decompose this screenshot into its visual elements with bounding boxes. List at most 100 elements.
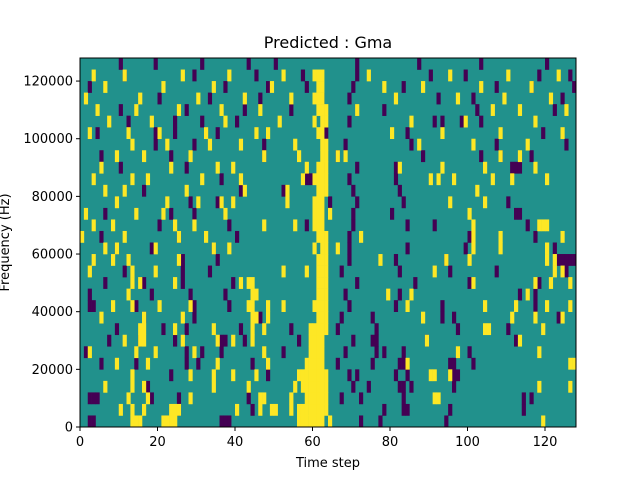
heatmap-cell-high	[192, 346, 197, 359]
heatmap-cell-low	[432, 219, 437, 232]
heatmap-cell-high	[223, 115, 228, 128]
heatmap-cell-low	[463, 242, 468, 255]
heatmap-cell-low	[153, 138, 158, 151]
heatmap-cell-low	[215, 196, 220, 209]
heatmap-cell-high	[517, 334, 523, 347]
heatmap-cell-high	[548, 92, 554, 105]
heatmap-cell-high	[525, 138, 530, 151]
heatmap-cell-high	[537, 346, 542, 359]
heatmap-cell-low	[227, 300, 232, 312]
heatmap-cell-low	[355, 69, 360, 82]
heatmap-cell-high	[145, 392, 151, 405]
heatmap-cell-low	[463, 69, 468, 82]
heatmap-cell-high	[529, 81, 534, 93]
y-tick-label: 0	[65, 421, 73, 436]
heatmap-cell-low	[366, 380, 371, 393]
heatmap-cell-low	[452, 369, 457, 382]
heatmap-cell-high	[320, 334, 325, 347]
heatmap-cell-high	[297, 403, 302, 416]
heatmap-cell-low	[494, 138, 499, 151]
heatmap-cell-low	[215, 127, 220, 140]
heatmap-cell-high	[320, 69, 325, 82]
heatmap-cell-low	[219, 415, 224, 428]
heatmap-cell-high	[165, 138, 170, 151]
heatmap-cell-low	[409, 380, 414, 393]
heatmap-cell-high	[316, 207, 321, 220]
heatmap-cell-low	[397, 357, 402, 370]
heatmap-cell-high	[138, 323, 143, 336]
heatmap-cell-low	[304, 173, 309, 186]
heatmap-cell-high	[219, 104, 224, 116]
heatmap-cell-high	[87, 127, 92, 140]
heatmap-cell-high	[335, 242, 340, 255]
heatmap-cell-low	[215, 254, 220, 266]
heatmap-cell-low	[122, 265, 127, 278]
heatmap-cell-high	[188, 300, 193, 312]
heatmap-cell-low	[517, 288, 523, 301]
heatmap-cell-high	[238, 277, 244, 289]
heatmap-cell-high	[483, 300, 488, 312]
heatmap-cell-high	[312, 115, 317, 128]
heatmap-cell-low	[103, 277, 108, 289]
heatmap-cell-high	[300, 415, 306, 428]
heatmap-cell-low	[351, 81, 356, 93]
heatmap-cell-high	[320, 300, 325, 312]
heatmap-cell-low	[533, 300, 538, 312]
heatmap-cell-high	[142, 403, 147, 416]
heatmap-cell-high	[541, 415, 546, 428]
y-axis-label: Frequency (Hz)	[0, 193, 13, 291]
heatmap-cell-low	[347, 242, 352, 255]
heatmap-cell-low	[514, 334, 519, 347]
heatmap-cell-low	[510, 161, 515, 174]
heatmap-cell-high	[320, 369, 325, 382]
heatmap-cell-high	[556, 69, 561, 82]
heatmap-cell-high	[448, 369, 453, 382]
heatmap-cell-high	[262, 323, 267, 336]
heatmap-cell-low	[370, 311, 375, 324]
heatmap-cell-high	[308, 403, 313, 416]
heatmap-cell-high	[320, 357, 325, 370]
heatmap-cell-high	[138, 415, 143, 428]
heatmap-cell-high	[118, 403, 123, 416]
heatmap-cell-high	[537, 219, 542, 232]
heatmap-cell-high	[266, 127, 271, 140]
heatmap-cell-high	[320, 92, 325, 105]
heatmap-cell-low	[405, 403, 410, 416]
heatmap-cell-high	[254, 369, 259, 382]
heatmap-cell-high	[320, 346, 325, 359]
heatmap-cell-high	[250, 288, 255, 301]
heatmap-cell-low	[537, 69, 542, 82]
heatmap-cell-high	[382, 81, 387, 93]
heatmap-cell-high	[304, 357, 309, 370]
heatmap-cell-high	[320, 230, 325, 243]
heatmap-cell-low	[397, 288, 402, 301]
heatmap-cell-low	[568, 254, 573, 266]
heatmap-cell-high	[169, 415, 174, 428]
heatmap-cell-high	[157, 127, 162, 140]
heatmap-cell-low	[560, 92, 565, 105]
heatmap-cell-high	[223, 207, 228, 220]
heatmap-cell-low	[517, 207, 523, 220]
heatmap-cell-low	[467, 346, 472, 359]
heatmap-cell-high	[258, 104, 263, 116]
heatmap-cell-high	[471, 242, 476, 255]
heatmap-cell-low	[107, 334, 112, 347]
heatmap-cell-low	[324, 127, 329, 140]
heatmap-cell-low	[529, 150, 534, 163]
heatmap-cell-high	[316, 92, 321, 105]
heatmap-cell-high	[130, 173, 135, 186]
heatmap-cell-high	[111, 254, 116, 266]
heatmap-cell-high	[393, 92, 399, 105]
heatmap-cell-high	[266, 300, 271, 312]
heatmap-cell-high	[289, 403, 294, 416]
heatmap-cell-high	[308, 380, 313, 393]
heatmap-cell-low	[455, 369, 461, 382]
heatmap-cell-low	[401, 357, 406, 370]
heatmap-cell-low	[529, 392, 534, 405]
heatmap-cell-high	[130, 403, 135, 416]
heatmap-cell-low	[521, 392, 526, 405]
heatmap-cell-low	[405, 127, 410, 140]
heatmap-cell-high	[126, 392, 131, 405]
heatmap-cell-high	[312, 300, 317, 312]
heatmap-cell-low	[134, 300, 139, 312]
